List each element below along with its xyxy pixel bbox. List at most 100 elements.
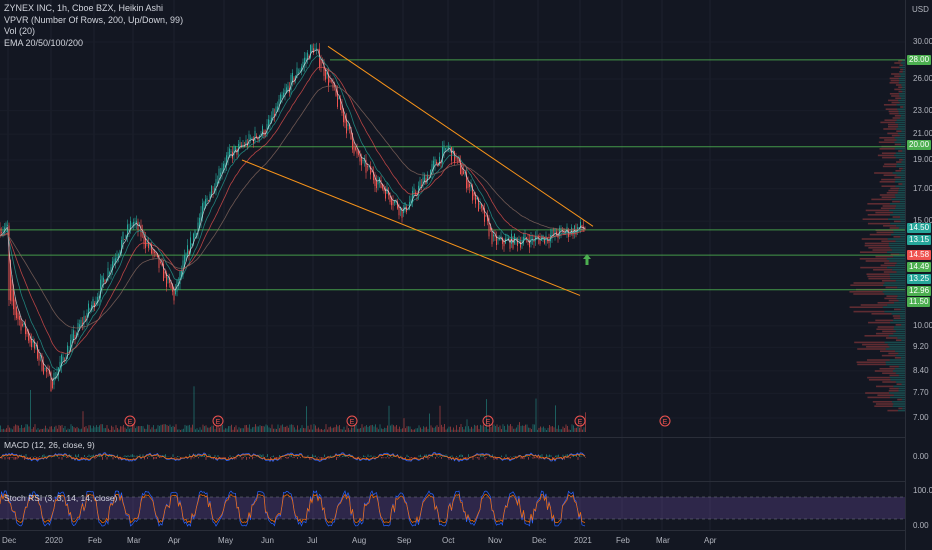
macd-histogram-bar	[372, 457, 373, 459]
volume-profile-bar	[895, 280, 905, 282]
volume-bar	[202, 424, 204, 432]
macd-histogram-bar	[411, 457, 412, 459]
candle-body	[578, 227, 580, 230]
volume-bar	[478, 428, 480, 432]
candle-body	[517, 238, 518, 246]
volume-bar	[73, 427, 75, 432]
candle-body	[418, 185, 419, 195]
volume-profile-bar	[899, 71, 903, 73]
macd-label[interactable]: MACD (12, 26, close, 9)	[4, 440, 95, 450]
volume-bar	[408, 426, 409, 432]
candle-body	[326, 72, 328, 75]
volume-profile-bar	[883, 225, 897, 227]
volume-profile-bar	[875, 403, 894, 405]
volume-bar	[435, 426, 436, 432]
candle-body	[140, 225, 142, 237]
macd-histogram-bar	[225, 457, 226, 458]
candle-body	[47, 370, 49, 371]
macd-histogram-bar	[342, 456, 343, 457]
macd-histogram-bar	[534, 457, 535, 459]
candle-body	[292, 72, 293, 83]
volume-bar	[376, 427, 378, 432]
macd-histogram-bar	[106, 457, 108, 460]
volume-bar	[75, 428, 76, 432]
volume-profile-bar	[895, 372, 905, 374]
volume-bar	[294, 427, 295, 432]
currency-label[interactable]: USD	[912, 5, 929, 14]
volume-profile-bar	[875, 332, 894, 335]
macd-histogram-bar	[147, 457, 148, 459]
macd-histogram-bar	[324, 454, 325, 457]
candle-body	[497, 238, 499, 241]
volume-bar	[520, 425, 522, 432]
volume-profile-bar	[868, 277, 891, 280]
volume-bar	[271, 424, 273, 432]
macd-histogram-bar	[460, 454, 462, 457]
symbol-title[interactable]: ZYNEX INC, 1h, Cboe BZX, Heikin Ashi	[4, 3, 164, 13]
volume-bar	[475, 425, 477, 432]
volume-bar	[207, 427, 208, 432]
volume-bar	[466, 419, 468, 432]
volume-profile-bar	[874, 405, 893, 407]
macd-histogram-bar	[175, 457, 177, 458]
candle-body	[392, 201, 394, 205]
volume-profile-bar	[901, 130, 905, 132]
macd-histogram-bar	[463, 457, 465, 459]
volume-profile-bar	[888, 390, 899, 392]
volume-bar	[465, 426, 466, 432]
candle-body	[172, 284, 173, 292]
volume-bar	[117, 428, 118, 432]
volume-bar	[289, 424, 291, 432]
candle-body	[424, 174, 425, 182]
volume-bar	[354, 424, 355, 432]
macd-histogram-bar	[321, 457, 322, 460]
indicator-vpvr[interactable]: VPVR (Number Of Rows, 200, Up/Down, 99)	[4, 14, 184, 25]
volume-profile-bar	[882, 381, 896, 383]
volume-profile-bar	[900, 115, 905, 117]
volume-profile-bar	[894, 75, 901, 77]
candle-body	[584, 227, 586, 230]
macd-histogram-bar	[363, 455, 364, 457]
candle-body	[373, 171, 374, 181]
candle-body	[296, 67, 298, 78]
candle-body	[161, 262, 163, 266]
volume-profile-bar	[887, 132, 898, 135]
volume-profile-bar	[892, 401, 905, 403]
volume-profile-bar	[867, 203, 890, 205]
volume-bar	[76, 426, 78, 432]
macd-histogram-bar	[330, 455, 331, 457]
candle-body	[182, 260, 184, 275]
volume-bar	[523, 425, 525, 432]
macd-histogram-bar	[555, 455, 556, 457]
volume-profile-bar	[895, 339, 902, 341]
price-axis[interactable]	[905, 0, 932, 550]
candle-body	[250, 138, 251, 140]
indicator-volume[interactable]: Vol (20)	[4, 26, 36, 36]
macd-histogram-bar	[297, 457, 298, 459]
volume-bar	[318, 427, 319, 432]
volume-profile-bar	[898, 299, 905, 302]
volume-bar	[420, 427, 421, 432]
macd-histogram-bar	[441, 457, 442, 459]
indicator-ema[interactable]: EMA 20/50/100/200	[4, 37, 84, 48]
candle-body	[32, 340, 34, 344]
volume-bar	[93, 425, 94, 432]
y-tick-label: 21.00	[913, 129, 932, 139]
candle-body	[343, 108, 344, 123]
volume-profile-bar	[884, 341, 905, 344]
volume-bar	[469, 428, 471, 432]
volume-bar	[433, 427, 435, 432]
candle-body	[535, 235, 536, 241]
macd-histogram-bar	[562, 454, 564, 457]
volume-bar	[220, 424, 222, 432]
stoch-label[interactable]: Stoch RSI (3, 3, 14, 14, close)	[4, 493, 118, 503]
candle-body	[299, 69, 301, 73]
macd-histogram-bar	[327, 456, 328, 457]
candle-body	[391, 197, 392, 206]
volume-profile-bar	[896, 119, 905, 121]
candle-body	[425, 178, 427, 185]
candle-body	[230, 151, 232, 153]
volume-profile-bar	[898, 352, 905, 355]
candle-body	[553, 233, 554, 235]
